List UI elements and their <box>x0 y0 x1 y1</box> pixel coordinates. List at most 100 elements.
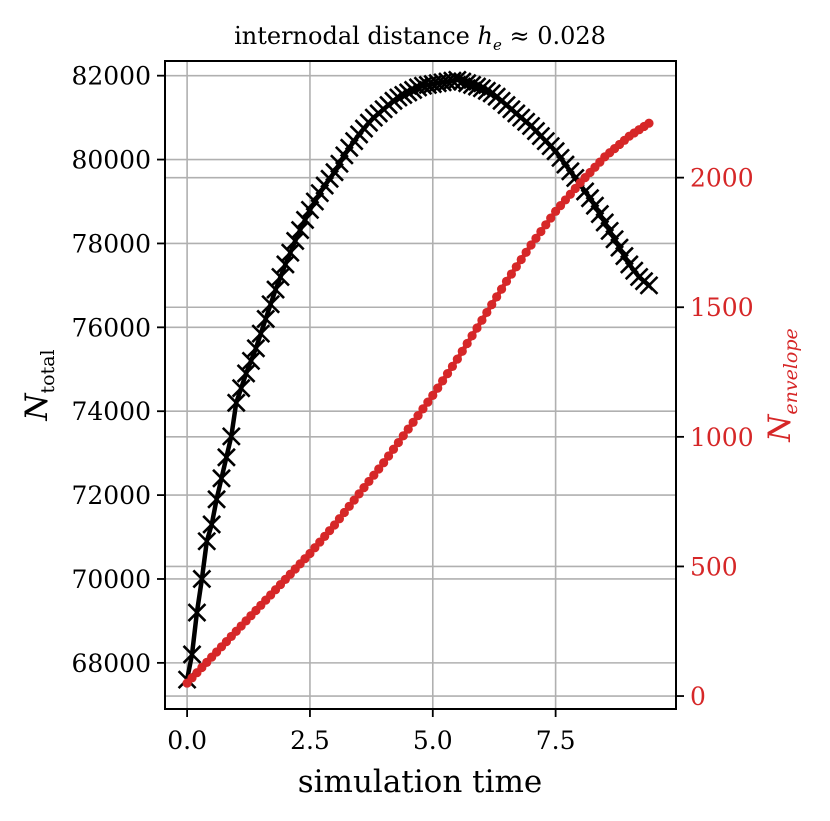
total-point <box>202 515 222 534</box>
y-axis-label-right: Nenvelope <box>762 328 802 443</box>
total-point <box>457 73 477 93</box>
envelope-point <box>428 390 438 400</box>
envelope-point <box>344 501 354 511</box>
envelope-point <box>501 276 512 286</box>
envelope-point <box>447 361 458 371</box>
y-left-tick-label: 72000 <box>71 481 151 510</box>
total-point <box>290 220 310 240</box>
total-point <box>231 378 251 398</box>
total-point <box>187 603 207 622</box>
envelope-point <box>472 323 482 333</box>
envelope-point <box>369 470 379 480</box>
total-point <box>595 213 615 232</box>
y-right-tick-label: 2000 <box>690 164 754 193</box>
total-point <box>462 75 482 95</box>
total-point <box>477 81 497 101</box>
envelope-point <box>531 233 541 243</box>
total-point <box>241 351 261 371</box>
total-point <box>285 231 305 251</box>
envelope-point <box>334 514 345 524</box>
envelope-point <box>492 292 502 302</box>
envelope-point <box>379 458 389 468</box>
x-tick-label: 2.5 <box>290 726 330 755</box>
envelope-point <box>467 331 477 341</box>
y-left-tick-label: 82000 <box>71 62 151 91</box>
total-point <box>305 192 325 211</box>
total-point <box>590 204 610 224</box>
total-point <box>236 364 256 383</box>
total-point <box>251 324 271 344</box>
total-point <box>325 162 344 182</box>
envelope-point <box>442 368 453 379</box>
total-point <box>226 393 246 413</box>
total-point <box>447 70 467 90</box>
y-left-tick-label: 68000 <box>71 649 151 678</box>
total-point <box>403 80 423 100</box>
envelope-point <box>526 240 536 250</box>
total-point <box>614 246 634 266</box>
total-point <box>271 267 290 287</box>
total-point <box>330 154 349 174</box>
envelope-point <box>423 397 433 407</box>
envelope-point <box>477 315 487 325</box>
total-point <box>398 83 418 102</box>
grid-layer <box>165 61 676 709</box>
total-point <box>639 275 659 295</box>
envelope-point <box>398 431 408 441</box>
envelope-point <box>349 495 359 505</box>
total-point <box>275 254 295 274</box>
envelope-point <box>383 451 394 461</box>
total-point <box>452 72 472 91</box>
y-right-tick-label: 1000 <box>690 423 754 452</box>
total-point <box>266 280 285 300</box>
envelope-point <box>457 346 467 356</box>
total-point <box>393 85 413 105</box>
envelope-point <box>339 507 349 518</box>
y-right-tick-label: 500 <box>690 552 738 581</box>
total-point <box>207 489 227 509</box>
y-left-tick-label: 78000 <box>71 229 151 258</box>
total-point <box>300 200 320 220</box>
y-left-tick-label: 74000 <box>71 397 151 426</box>
envelope-point <box>506 269 516 279</box>
envelope-series-line <box>184 120 652 686</box>
envelope-point <box>462 338 472 349</box>
envelope-point <box>541 220 551 230</box>
total-point <box>388 88 408 107</box>
total-point <box>182 645 202 664</box>
envelope-point <box>644 118 654 128</box>
total-point <box>192 569 212 589</box>
total-point <box>216 447 236 467</box>
envelope-point <box>546 213 556 223</box>
total-point <box>256 309 276 329</box>
envelope-point <box>393 437 403 448</box>
envelope-point <box>438 376 448 386</box>
y-axis-label-left: Ntotal <box>19 349 59 421</box>
total-point <box>600 221 620 241</box>
y-left-tick-label: 70000 <box>71 565 151 594</box>
y-right-tick-label: 0 <box>690 682 706 711</box>
envelope-point <box>452 354 462 364</box>
total-point <box>280 243 300 263</box>
series-layer <box>177 70 659 690</box>
chart-title: internodal distance he ≈ 0.028 <box>234 22 606 54</box>
total-point <box>610 238 629 258</box>
envelope-point <box>388 444 399 454</box>
x-tick-label: 5.0 <box>413 726 453 755</box>
envelope-point <box>511 262 521 272</box>
x-tick-label: 7.5 <box>536 726 576 755</box>
y-left-tick-label: 76000 <box>71 313 151 342</box>
total-point <box>605 229 625 249</box>
envelope-point <box>433 383 443 393</box>
envelope-point <box>354 489 364 499</box>
total-point <box>585 196 605 216</box>
plot-frame <box>164 60 677 710</box>
envelope-point <box>413 410 423 421</box>
total-point <box>295 210 315 230</box>
envelope-point <box>329 520 340 530</box>
envelope-point <box>359 483 369 493</box>
envelope-point <box>487 300 497 310</box>
total-point <box>472 78 492 98</box>
x-tick-label: 0.0 <box>167 726 207 755</box>
